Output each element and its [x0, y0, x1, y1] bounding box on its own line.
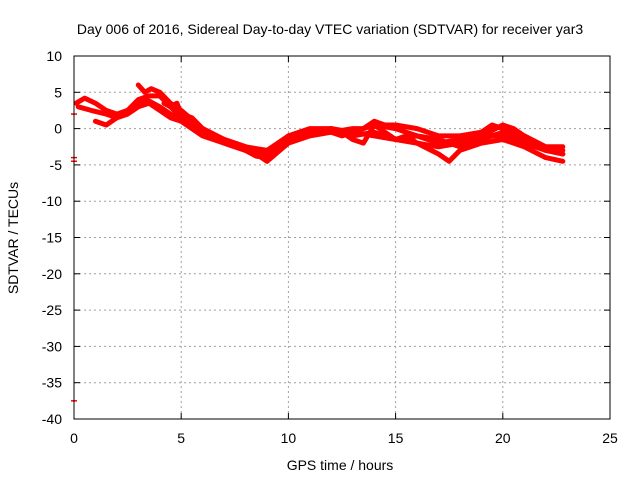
y-tick-label: -10: [42, 193, 62, 209]
x-tick-label: 5: [177, 430, 185, 446]
y-tick-label: 10: [46, 48, 62, 64]
grid: [74, 56, 610, 419]
x-tick-label: 10: [281, 430, 297, 446]
y-tick-label: -35: [42, 375, 62, 391]
x-axis-label: GPS time / hours: [287, 457, 394, 473]
x-tick-label: 25: [602, 430, 618, 446]
x-tick-label: 20: [495, 430, 511, 446]
data-series: [71, 82, 566, 402]
y-tick-label: -40: [42, 411, 62, 427]
axis-ticks: 0 5 10 15 20 25 10 5 0 -5 -10 -15 -20 -25 -30 -35 -40: [42, 48, 618, 446]
x-tick-label: 15: [388, 430, 404, 446]
series-line-track-e: [161, 100, 566, 153]
y-tick-label: -15: [42, 230, 62, 246]
series-line-track-d: [135, 82, 566, 164]
y-tick-label: 0: [54, 121, 62, 137]
y-tick-label: -30: [42, 338, 62, 354]
y-tick-label: 5: [54, 84, 62, 100]
y-tick-label: -25: [42, 302, 62, 318]
y-tick-label: -20: [42, 266, 62, 282]
series-line-track-b: [75, 100, 566, 164]
y-tick-label: -5: [50, 157, 63, 173]
y-axis-label: SDTVAR / TECUs: [5, 182, 21, 294]
chart-title: Day 006 of 2016, Sidereal Day-to-day VTE…: [77, 21, 583, 37]
x-tick-label: 0: [70, 430, 78, 446]
